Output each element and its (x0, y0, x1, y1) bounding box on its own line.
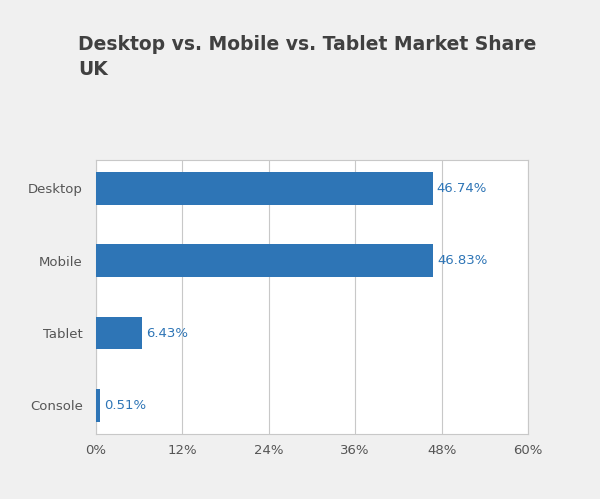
Text: Desktop vs. Mobile vs. Tablet Market Share
UK: Desktop vs. Mobile vs. Tablet Market Sha… (78, 35, 536, 79)
Bar (96, 172, 433, 205)
Text: 6.43%: 6.43% (146, 326, 188, 339)
Text: 46.83%: 46.83% (437, 254, 488, 267)
Bar (96, 245, 433, 277)
Text: 0.51%: 0.51% (104, 399, 146, 412)
Text: 46.74%: 46.74% (437, 182, 487, 195)
Bar (96, 389, 100, 422)
Bar (96, 317, 142, 349)
